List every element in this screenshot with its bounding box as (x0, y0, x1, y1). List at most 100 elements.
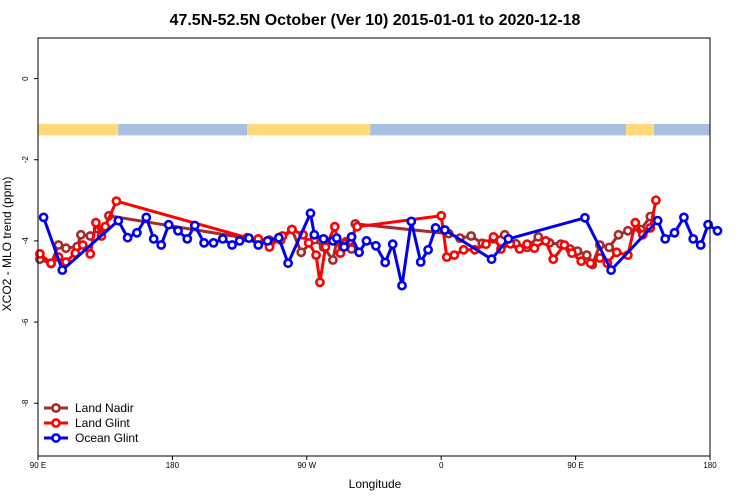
data-point (611, 247, 622, 258)
chart-title: 47.5N-52.5N October (Ver 10) 2015-01-01 … (170, 12, 581, 29)
data-point (430, 222, 441, 233)
data-point (339, 242, 349, 252)
legend-label: Land Nadir (75, 401, 134, 415)
legend-label: Ocean Glint (75, 431, 139, 445)
data-point (305, 208, 316, 219)
data-point (122, 232, 133, 243)
data-point (580, 212, 590, 223)
data-point (660, 233, 671, 244)
data-point (113, 215, 124, 226)
data-point (309, 229, 320, 240)
data-point (441, 252, 452, 262)
data-point (76, 229, 86, 240)
data-point (581, 250, 592, 260)
data-point (533, 231, 544, 242)
data-point (630, 217, 641, 228)
data-point (243, 233, 254, 243)
surface-segment-ocean (654, 124, 710, 136)
plot-frame (37, 37, 711, 457)
data-point (567, 248, 577, 258)
data-point (703, 219, 713, 230)
surface-segment-land (38, 124, 119, 136)
data-point (406, 216, 417, 227)
legend-label: Land Glint (75, 416, 130, 430)
data-point (669, 227, 680, 238)
data-point (131, 227, 142, 238)
legend-item: Land Nadir (44, 401, 134, 415)
series-layer (35, 195, 723, 291)
data-point (397, 280, 407, 291)
series-ocean-glint (38, 208, 723, 291)
data-point (163, 219, 174, 230)
data-point (296, 247, 307, 258)
data-point (217, 233, 228, 244)
y-axis-ticks: 0 -2 -4 -6 -8 (21, 76, 38, 407)
data-point (346, 231, 357, 242)
data-point (53, 240, 64, 250)
data-point (331, 233, 342, 243)
data-point (273, 232, 284, 243)
data-point (529, 243, 540, 254)
data-point (148, 233, 159, 244)
data-point (540, 235, 551, 246)
data-point (415, 257, 426, 267)
data-point (38, 212, 49, 223)
data-point (208, 237, 219, 248)
data-point (173, 225, 183, 236)
x-tick-label: 180 (703, 461, 717, 470)
data-point (199, 237, 209, 248)
data-point (141, 212, 152, 223)
data-point (85, 248, 96, 259)
data-point (35, 248, 45, 259)
data-point (311, 250, 321, 260)
x-tick-label: 0 (439, 461, 444, 470)
surface-segment-ocean (118, 124, 248, 136)
y-tick-label: -2 (21, 156, 30, 164)
x-tick-label: 90 E (30, 461, 46, 470)
data-point (387, 239, 398, 250)
data-point (522, 239, 532, 250)
surface-segment-land (626, 124, 654, 136)
data-point (318, 233, 329, 244)
x-tick-label: 90 E (567, 461, 583, 470)
data-point (679, 212, 689, 223)
legend-item: Ocean Glint (44, 431, 139, 445)
x-axis-label: Longitude (349, 477, 402, 491)
y-tick-label: -4 (21, 237, 30, 245)
data-point (481, 239, 491, 250)
data-point (651, 195, 661, 206)
data-point (585, 258, 596, 269)
data-point (329, 221, 340, 232)
data-point (327, 255, 338, 265)
data-point (688, 233, 699, 244)
data-point (354, 247, 364, 258)
data-point (234, 235, 245, 246)
data-point (361, 235, 372, 246)
legend-swatch-marker (51, 433, 61, 443)
legend-swatch-marker (51, 403, 61, 413)
data-point (712, 225, 723, 236)
data-point (57, 265, 68, 275)
series-land-glint (35, 195, 661, 288)
data-point (466, 231, 476, 241)
data-point (548, 254, 559, 265)
x-tick-label: 90 W (297, 461, 316, 470)
data-point (559, 240, 570, 250)
data-point (314, 277, 325, 288)
y-axis-label: XCO2 - MLO trend (ppm) (0, 177, 14, 312)
data-point (156, 240, 167, 250)
x-tick-label: 180 (166, 461, 180, 470)
data-point (503, 233, 514, 244)
data-point (111, 196, 122, 206)
data-point (91, 217, 101, 228)
data-point (286, 224, 297, 235)
surface-segment-ocean (370, 124, 626, 136)
y-tick-label: -8 (21, 399, 30, 407)
data-point (283, 258, 293, 269)
data-point (613, 229, 624, 240)
surface-type-bar (38, 124, 710, 136)
data-point (623, 225, 633, 236)
data-point (514, 244, 525, 254)
y-tick-label: 0 (21, 76, 30, 81)
